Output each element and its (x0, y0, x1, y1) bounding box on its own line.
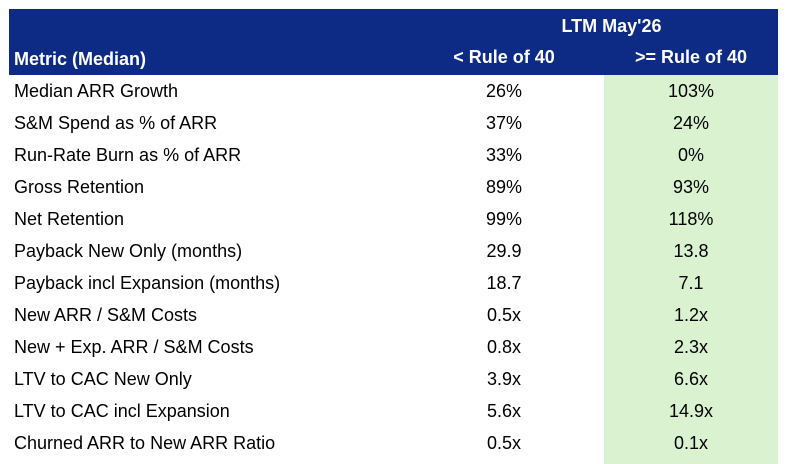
above-rule-value: 118% (668, 209, 714, 229)
table-row: Payback New Only (months) 29.9 13.8 (9, 235, 778, 267)
table-row: Net Retention 99% 118% (9, 203, 778, 235)
table-row: LTV to CAC incl Expansion 5.6x 14.9x (9, 395, 778, 427)
metric-label: Median ARR Growth (14, 81, 179, 101)
below-rule-value: 26% (485, 81, 523, 101)
below-rule-value: 0.5x (486, 305, 522, 325)
above-rule-value: 2.3x (673, 337, 709, 357)
above-rule-value: 7.1 (678, 273, 704, 293)
table-row: Run-Rate Burn as % of ARR 33% 0% (9, 139, 778, 171)
table-header: LTM May'26 Metric (Median) < Rule of 40 … (9, 9, 778, 75)
metric-label: LTV to CAC incl Expansion (14, 401, 230, 421)
above-rule-value: 103% (667, 81, 715, 101)
below-rule-value: 33% (485, 145, 523, 165)
period-heading: LTM May'26 (561, 16, 662, 36)
below-rule-value: 99% (485, 209, 523, 229)
metric-label: New + Exp. ARR / S&M Costs (14, 337, 254, 357)
metric-label: S&M Spend as % of ARR (14, 113, 218, 133)
metric-label: LTV to CAC New Only (14, 369, 192, 389)
metric-column-heading: Metric (Median) (14, 49, 147, 69)
above-rule-value: 93% (672, 177, 710, 197)
below-rule-value: 5.6x (486, 401, 522, 421)
below-rule-value: 89% (485, 177, 523, 197)
below-rule-value: 3.9x (486, 369, 522, 389)
rule-of-40-highlight (604, 75, 778, 464)
metric-label: Churned ARR to New ARR Ratio (14, 433, 276, 453)
below-rule-value: 0.8x (486, 337, 522, 357)
above-rule-value: 24% (672, 113, 710, 133)
metric-label: New ARR / S&M Costs (14, 305, 198, 325)
metric-label: Payback incl Expansion (months) (14, 273, 281, 293)
above-rule-of-40-heading: >= Rule of 40 (634, 47, 748, 67)
above-rule-value: 14.9x (668, 401, 714, 421)
above-rule-value: 1.2x (673, 305, 709, 325)
metric-label: Run-Rate Burn as % of ARR (14, 145, 242, 165)
table-body: Median ARR Growth 26% 103% S&M Spend as … (9, 75, 778, 459)
above-rule-value: 6.6x (673, 369, 709, 389)
above-rule-value: 13.8 (673, 241, 709, 261)
metric-label: Net Retention (14, 209, 125, 229)
table-row: Median ARR Growth 26% 103% (9, 75, 778, 107)
above-rule-value: 0.1x (673, 433, 709, 453)
below-rule-value: 0.5x (486, 433, 522, 453)
metric-label: Gross Retention (14, 177, 145, 197)
table-row: Gross Retention 89% 93% (9, 171, 778, 203)
below-rule-of-40-heading: < Rule of 40 (453, 47, 555, 67)
above-rule-value: 0% (677, 145, 704, 165)
below-rule-value: 18.7 (486, 273, 522, 293)
table-row: Payback incl Expansion (months) 18.7 7.1 (9, 267, 778, 299)
below-rule-value: 29.9 (486, 241, 522, 261)
metric-label: Payback New Only (months) (14, 241, 243, 261)
table-row: New + Exp. ARR / S&M Costs 0.8x 2.3x (9, 331, 778, 363)
table-row: LTV to CAC New Only 3.9x 6.6x (9, 363, 778, 395)
table-row: Churned ARR to New ARR Ratio 0.5x 0.1x (9, 427, 778, 459)
below-rule-value: 37% (485, 113, 523, 133)
table-row: S&M Spend as % of ARR 37% 24% (9, 107, 778, 139)
table-row: New ARR / S&M Costs 0.5x 1.2x (9, 299, 778, 331)
